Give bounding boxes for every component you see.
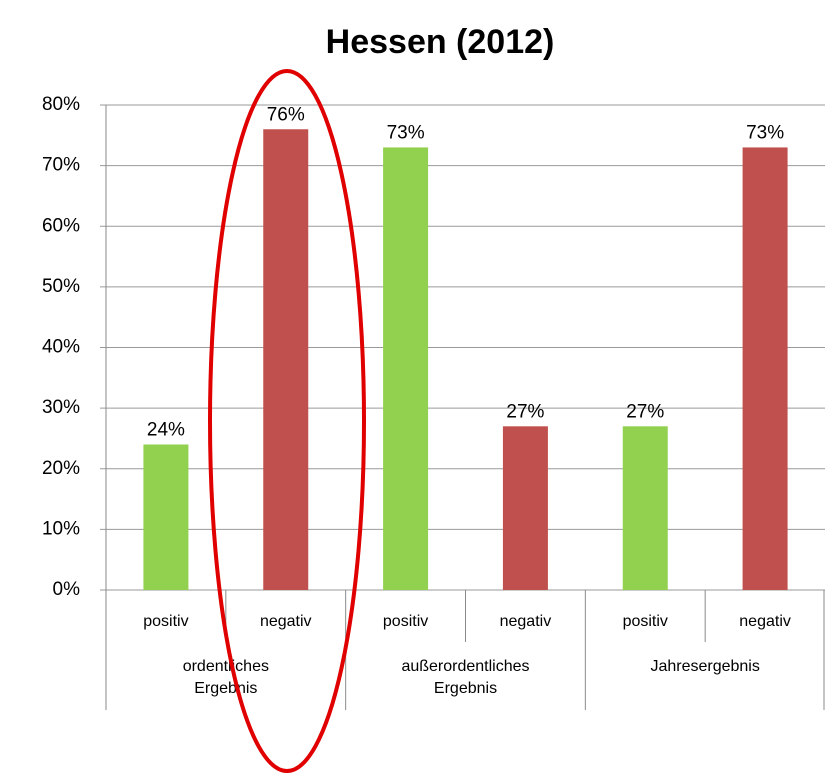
value-label: 24%	[147, 420, 185, 441]
x-tick-label: negativ	[739, 613, 791, 630]
group-label: außerordentliches Ergebnis	[401, 658, 529, 697]
group-label: ordentliches Ergebnis	[183, 658, 269, 697]
y-tick-label: 10%	[42, 518, 80, 539]
y-tick-label: 60%	[42, 215, 80, 236]
value-label: 73%	[387, 122, 425, 143]
bar	[263, 129, 309, 590]
bar	[143, 444, 189, 590]
y-tick-label: 0%	[53, 579, 81, 600]
y-tick-label: 30%	[42, 397, 80, 418]
bar	[622, 426, 668, 590]
x-tick-label: negativ	[500, 613, 552, 630]
value-label: 76%	[267, 104, 305, 125]
chart-title: Hessen (2012)	[326, 23, 555, 61]
x-tick-label: negativ	[260, 613, 312, 630]
y-tick-label: 50%	[42, 276, 80, 297]
bar	[383, 147, 429, 590]
y-tick-label: 70%	[42, 155, 80, 176]
y-tick-label: 40%	[42, 337, 80, 358]
bar	[502, 426, 548, 590]
x-tick-label: positiv	[623, 613, 668, 630]
value-label: 27%	[506, 401, 544, 422]
value-label: 27%	[626, 401, 664, 422]
value-label: 73%	[746, 122, 784, 143]
x-tick-label: positiv	[143, 613, 188, 630]
y-tick-label: 80%	[42, 94, 80, 115]
highlight-ellipse	[208, 69, 366, 773]
group-label: Jahresergebnis	[650, 658, 759, 675]
x-tick-label: positiv	[383, 613, 428, 630]
y-tick-label: 20%	[42, 458, 80, 479]
bar	[742, 147, 788, 590]
